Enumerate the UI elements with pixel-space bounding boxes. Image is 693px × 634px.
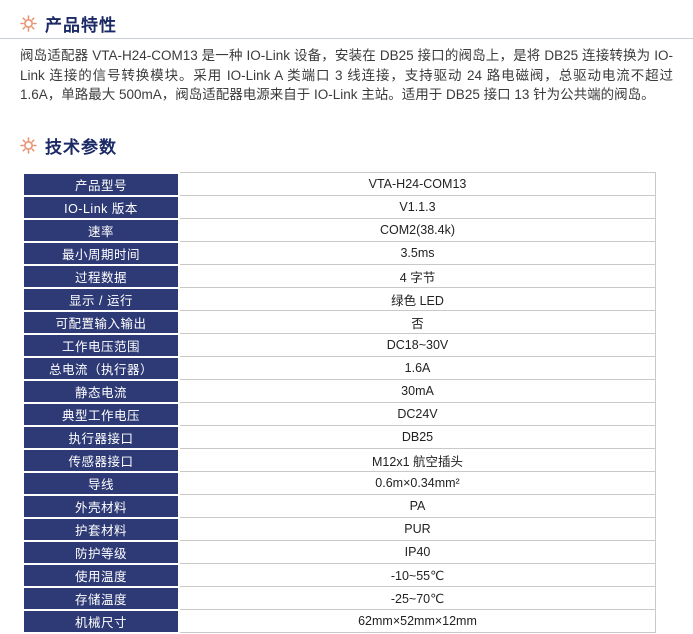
spec-value: COM2(38.4k) bbox=[178, 218, 656, 242]
spec-row: 外壳材料 PA bbox=[22, 493, 656, 519]
spec-row: 工作电压范围 DC18~30V bbox=[22, 332, 656, 358]
spec-label: 静态电流 bbox=[22, 378, 180, 404]
spec-value: 4 字节 bbox=[178, 264, 656, 288]
spec-label: 工作电压范围 bbox=[22, 332, 180, 358]
spec-value: 3.5ms bbox=[178, 241, 656, 265]
spec-row: IO-Link 版本 V1.1.3 bbox=[22, 194, 656, 220]
gear-icon bbox=[20, 137, 37, 154]
spec-row: 速率 COM2(38.4k) bbox=[22, 217, 656, 243]
spec-value: V1.1.3 bbox=[178, 195, 656, 219]
spec-label: 导线 bbox=[22, 470, 180, 496]
spec-row: 典型工作电压 DC24V bbox=[22, 401, 656, 427]
spec-label: 存储温度 bbox=[22, 585, 180, 611]
spec-label: 显示 / 运行 bbox=[22, 286, 180, 312]
spec-label: 产品型号 bbox=[22, 171, 180, 197]
spec-label: 外壳材料 bbox=[22, 493, 180, 519]
spec-row: 机械尺寸 62mm×52mm×12mm bbox=[22, 608, 656, 634]
spec-value: IP40 bbox=[178, 540, 656, 564]
spec-label: 传感器接口 bbox=[22, 447, 180, 473]
spec-label: 防护等级 bbox=[22, 539, 180, 565]
spec-value: -10~55℃ bbox=[178, 563, 656, 587]
spec-row: 可配置输入输出否 bbox=[22, 309, 656, 335]
spec-value: DC18~30V bbox=[178, 333, 656, 357]
spec-row: 导线 0.6m×0.34mm² bbox=[22, 470, 656, 496]
section-header-features: 产品特性 bbox=[20, 13, 673, 35]
spec-value: DC24V bbox=[178, 402, 656, 426]
specs-table-body: 产品型号 VTA-H24-COM13 IO-Link 版本 V1.1.3 速率 COM2(… bbox=[22, 171, 656, 634]
header-divider bbox=[0, 38, 693, 39]
spec-row: 存储温度 -25~70℃ bbox=[22, 585, 656, 611]
spec-label: 使用温度 bbox=[22, 562, 180, 588]
spec-value: 否 bbox=[178, 310, 656, 334]
spec-row: 静态电流 30mA bbox=[22, 378, 656, 404]
spec-value: 62mm×52mm×12mm bbox=[178, 609, 656, 633]
spec-label: 过程数据 bbox=[22, 263, 180, 289]
spec-label: 最小周期时间 bbox=[22, 240, 180, 266]
spec-value: 1.6A bbox=[178, 356, 656, 380]
spec-row: 执行器接口 DB25 bbox=[22, 424, 656, 450]
spec-row: 使用温度 -10~55℃ bbox=[22, 562, 656, 588]
spec-value: VTA-H24-COM13 bbox=[178, 172, 656, 196]
section-header-specs: 技术参数 bbox=[20, 136, 673, 157]
spec-row: 传感器接口 M12x1 航空插头 bbox=[22, 447, 656, 473]
spec-value: -25~70℃ bbox=[178, 586, 656, 610]
specs-table: 产品型号 VTA-H24-COM13 IO-Link 版本 V1.1.3 速率 COM2(… bbox=[22, 171, 656, 634]
spec-value: M12x1 航空插头 bbox=[178, 448, 656, 472]
spec-label: IO-Link 版本 bbox=[22, 194, 180, 220]
spec-label: 速率 bbox=[22, 217, 180, 243]
spec-row: 显示 / 运行 绿色 LED bbox=[22, 286, 656, 312]
spec-row: 产品型号 VTA-H24-COM13 bbox=[22, 171, 656, 197]
spec-value: 30mA bbox=[178, 379, 656, 403]
spec-row: 防护等级 IP40 bbox=[22, 539, 656, 565]
spec-label: 可配置输入输出 bbox=[22, 309, 180, 335]
features-title: 产品特性 bbox=[45, 15, 117, 35]
spec-row: 最小周期时间 3.5ms bbox=[22, 240, 656, 266]
specs-title: 技术参数 bbox=[45, 138, 117, 157]
gear-icon bbox=[20, 14, 37, 32]
spec-value: 0.6m×0.34mm² bbox=[178, 471, 656, 495]
spec-row: 总电流（执行器） 1.6A bbox=[22, 355, 656, 381]
spec-label: 典型工作电压 bbox=[22, 401, 180, 427]
spec-row: 护套材料 PUR bbox=[22, 516, 656, 542]
spec-value: 绿色 LED bbox=[178, 287, 656, 311]
spec-value: PA bbox=[178, 494, 656, 518]
spec-label: 总电流（执行器） bbox=[22, 355, 180, 381]
spec-value: DB25 bbox=[178, 425, 656, 449]
features-description: 阀岛适配器 VTA-H24-COM13 是一种 IO-Link 设备，安装在 D… bbox=[20, 48, 673, 102]
spec-value: PUR bbox=[178, 517, 656, 541]
spec-label: 机械尺寸 bbox=[22, 608, 180, 634]
spec-row: 过程数据 4 字节 bbox=[22, 263, 656, 289]
spec-label: 护套材料 bbox=[22, 516, 180, 542]
spec-label: 执行器接口 bbox=[22, 424, 180, 450]
